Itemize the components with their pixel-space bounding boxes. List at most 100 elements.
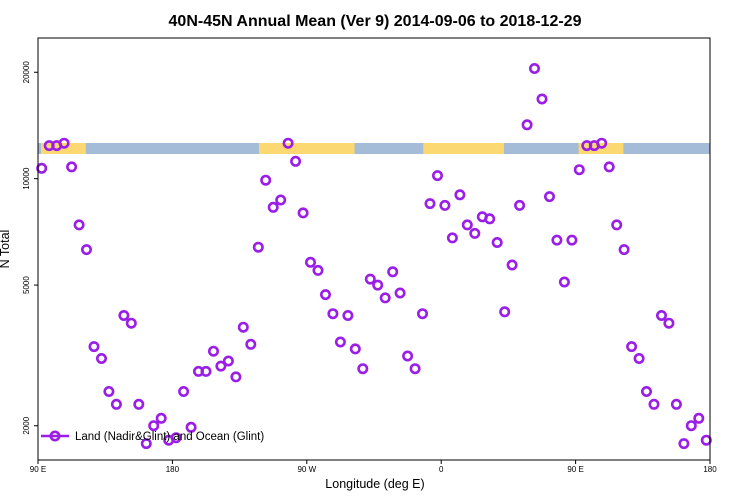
data-point (461, 219, 473, 231)
data-point (88, 341, 100, 353)
data-point (148, 420, 160, 432)
data-point (185, 421, 197, 433)
data-point (640, 385, 652, 397)
x-tick-label: 180 (703, 465, 717, 474)
y-axis-label: N Total (0, 230, 12, 269)
data-point (297, 207, 309, 219)
data-point (73, 219, 85, 231)
data-point (491, 237, 503, 249)
data-point (334, 336, 346, 348)
x-tick-label: 90 E (567, 465, 583, 474)
data-point (424, 198, 436, 210)
data-point (155, 412, 167, 424)
data-point (81, 244, 93, 256)
data-point (222, 355, 234, 367)
data-point (446, 232, 458, 244)
data-point (409, 363, 421, 375)
data-point (304, 256, 316, 268)
data-point (648, 398, 660, 410)
data-point (58, 137, 70, 149)
data-point (118, 309, 130, 321)
data-point (96, 352, 108, 364)
data-point (633, 352, 645, 364)
data-point (543, 191, 555, 203)
data-point (514, 199, 526, 211)
data-point (372, 279, 384, 291)
x-tick-label: 90 W (297, 465, 316, 474)
data-point (237, 321, 249, 333)
data-point (282, 137, 294, 149)
data-point (521, 119, 533, 131)
data-point (387, 266, 399, 278)
data-point (215, 360, 227, 372)
data-point (655, 309, 667, 321)
data-point (267, 201, 279, 213)
legend-marker (49, 430, 61, 442)
data-point (275, 194, 287, 206)
ocean-band (38, 143, 710, 154)
data-point (566, 234, 578, 246)
data-point (178, 385, 190, 397)
data-point (230, 371, 242, 383)
x-tick-label: 180 (166, 465, 180, 474)
data-point (379, 292, 391, 304)
data-point (469, 227, 481, 239)
land-ocean-band (38, 143, 710, 154)
data-point (685, 420, 697, 432)
land-band-segment (259, 143, 355, 154)
x-axis-label: Longitude (deg E) (325, 477, 424, 491)
data-point (140, 438, 152, 450)
data-point (536, 93, 548, 105)
data-point (357, 363, 369, 375)
data-point (678, 438, 690, 450)
data-point (454, 189, 466, 201)
data-point (260, 174, 272, 186)
y-tick-label: 2000 (22, 416, 31, 434)
data-point (327, 308, 339, 320)
data-point (402, 350, 414, 362)
y-tick-label: 10000 (22, 167, 31, 190)
data-point (208, 345, 220, 357)
data-point (506, 259, 518, 271)
data-point (499, 306, 511, 318)
data-point (319, 289, 331, 301)
y-tick-label: 20000 (22, 61, 31, 84)
data-point (663, 317, 675, 329)
data-point (484, 213, 496, 225)
data-point (252, 241, 264, 253)
data-point (693, 412, 705, 424)
data-point (110, 398, 122, 410)
data-points (36, 63, 712, 450)
data-point (349, 343, 361, 355)
x-tick-label: 0 (439, 465, 444, 474)
data-point (394, 287, 406, 299)
data-point (528, 63, 540, 75)
data-point (342, 309, 354, 321)
data-point (245, 338, 257, 350)
data-point (66, 161, 78, 173)
data-point (312, 264, 324, 276)
data-point (133, 398, 145, 410)
data-point (125, 317, 137, 329)
data-point (596, 137, 608, 149)
data-point (573, 164, 585, 176)
data-point (618, 244, 630, 256)
data-point (603, 161, 615, 173)
legend: Land (Nadir&Glint) and Ocean (Glint) (41, 430, 264, 443)
data-point (416, 308, 428, 320)
data-point (626, 341, 638, 353)
data-point (558, 276, 570, 288)
data-point (431, 170, 443, 182)
data-point (364, 273, 376, 285)
axes: 90 E 180 90 W 0 90 E 180 2000 5000 10000 20000 (22, 61, 717, 474)
plot-frame (37, 37, 711, 461)
data-point (439, 199, 451, 211)
data-point (103, 385, 115, 397)
data-point (611, 219, 623, 231)
chart-title: 40N-45N Annual Mean (Ver 9) 2014-09-06 t… (169, 13, 582, 30)
x-tick-label: 90 E (30, 465, 46, 474)
data-point (290, 155, 302, 167)
data-point (200, 365, 212, 377)
